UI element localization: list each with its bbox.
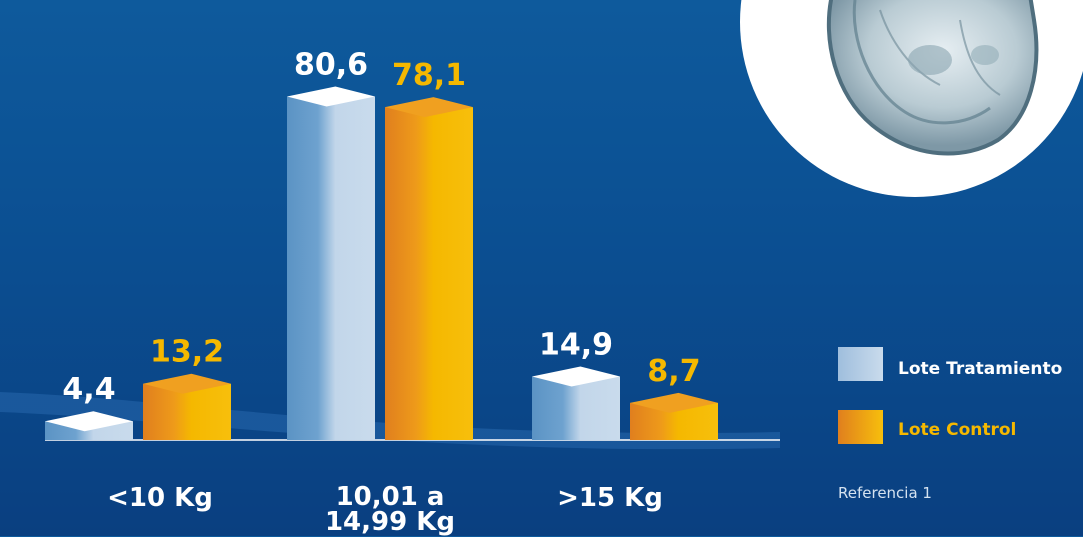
value-label-0-2: 14,9 bbox=[539, 328, 613, 363]
category-label-0: <10 Kg bbox=[107, 483, 213, 513]
legend-label-tratamiento: Lote Tratamiento bbox=[898, 359, 1063, 379]
legend-swatch-tratamiento bbox=[838, 347, 883, 381]
value-label-0-0: 4,4 bbox=[62, 372, 115, 407]
bar-1-0 bbox=[143, 373, 231, 440]
bars-group bbox=[45, 86, 718, 440]
category-label-2: >15 Kg bbox=[557, 483, 663, 513]
bar-0-0 bbox=[45, 411, 133, 440]
bar-0-2 bbox=[532, 366, 620, 440]
bar-1-1 bbox=[385, 97, 473, 440]
value-label-0-1: 80,6 bbox=[294, 48, 368, 83]
bar-1-2 bbox=[630, 392, 718, 440]
value-label-1-0: 13,2 bbox=[150, 335, 224, 370]
legend-label-control: Lote Control bbox=[898, 420, 1017, 440]
value-labels-group: 4,4 13,2 80,6 78,1 14,9 8,7 bbox=[62, 48, 700, 408]
category-label-1: 10,01 a 14,99 Kg bbox=[324, 482, 456, 537]
legend-swatch-control bbox=[838, 410, 883, 444]
photo-circle bbox=[740, 0, 1083, 197]
bar-0-1 bbox=[287, 86, 375, 440]
value-label-1-2: 8,7 bbox=[647, 354, 700, 389]
reference-note: Referencia 1 bbox=[838, 484, 932, 502]
value-label-1-1: 78,1 bbox=[392, 58, 466, 93]
